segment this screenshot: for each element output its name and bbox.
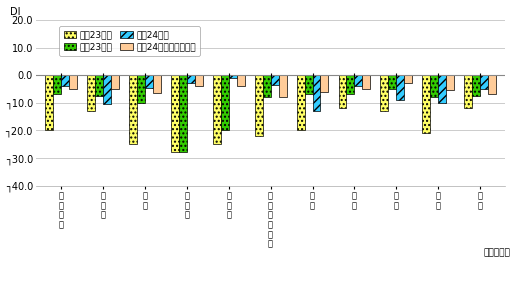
Bar — [431, 75, 438, 97]
Bar — [320, 75, 329, 92]
Bar — [263, 75, 270, 97]
Bar — [388, 75, 397, 89]
Bar — [53, 75, 61, 95]
Bar — [472, 75, 480, 96]
Bar — [61, 75, 69, 86]
Bar — [137, 75, 145, 103]
Bar — [87, 75, 95, 111]
Bar — [447, 75, 454, 90]
Bar — [153, 75, 161, 93]
Bar — [187, 75, 195, 83]
Bar — [220, 75, 229, 130]
Bar — [213, 75, 220, 144]
Bar — [465, 75, 472, 108]
Bar — [354, 75, 363, 86]
Bar — [95, 75, 103, 96]
Bar — [129, 75, 137, 144]
Bar — [171, 75, 179, 153]
Bar — [381, 75, 388, 111]
Text: （地域名）: （地域名） — [483, 248, 510, 258]
Legend: 平成23年上, 平成23年下, 平成24年上, 平成24年下（見通し）: 平成23年上, 平成23年下, 平成24年上, 平成24年下（見通し） — [59, 26, 200, 56]
Bar — [422, 75, 431, 133]
Text: DI: DI — [10, 7, 21, 17]
Bar — [304, 75, 313, 95]
Bar — [195, 75, 202, 86]
Bar — [103, 75, 111, 104]
Bar — [254, 75, 263, 136]
Bar — [397, 75, 404, 100]
Bar — [229, 75, 236, 78]
Bar — [347, 75, 354, 95]
Bar — [313, 75, 320, 111]
Bar — [270, 75, 279, 85]
Bar — [363, 75, 370, 89]
Bar — [45, 75, 53, 130]
Bar — [279, 75, 286, 97]
Bar — [145, 75, 153, 87]
Bar — [69, 75, 77, 89]
Bar — [236, 75, 245, 86]
Bar — [111, 75, 119, 89]
Bar — [438, 75, 447, 103]
Bar — [179, 75, 187, 153]
Bar — [488, 75, 496, 95]
Bar — [297, 75, 304, 130]
Bar — [404, 75, 413, 83]
Bar — [480, 75, 488, 89]
Bar — [338, 75, 347, 108]
